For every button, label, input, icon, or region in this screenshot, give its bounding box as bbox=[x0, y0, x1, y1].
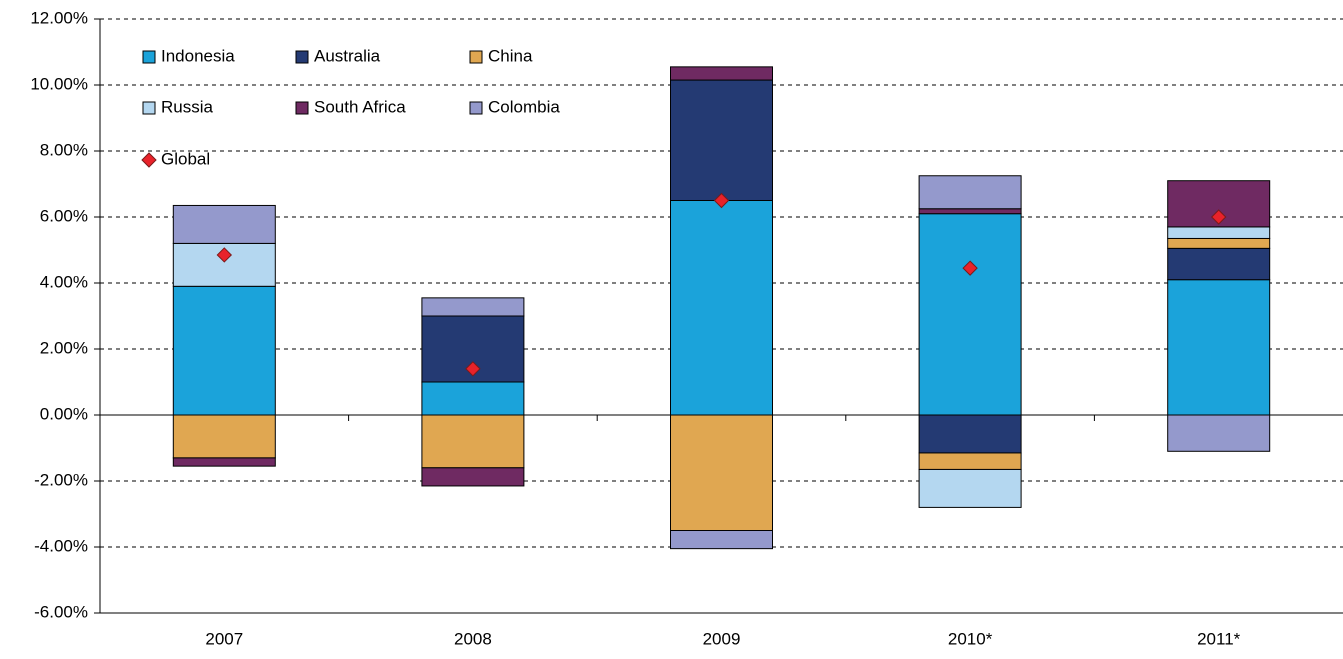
y-tick-label: 12.00% bbox=[30, 8, 88, 27]
legend-swatch bbox=[142, 50, 156, 64]
bar-segment bbox=[918, 213, 1022, 416]
bar-segment bbox=[421, 297, 525, 317]
bar-segment bbox=[1167, 226, 1271, 239]
bar-segment bbox=[670, 79, 773, 201]
y-tick-label: -2.00% bbox=[34, 470, 88, 489]
legend-label: China bbox=[488, 46, 533, 65]
bar-segment bbox=[918, 468, 1022, 508]
y-tick-label: 2.00% bbox=[40, 338, 88, 357]
bar-segment bbox=[918, 175, 1022, 210]
global-marker bbox=[713, 192, 730, 209]
legend-swatch bbox=[469, 101, 483, 115]
x-tick-label: 2011* bbox=[1197, 629, 1241, 648]
y-tick-label: 6.00% bbox=[40, 206, 88, 225]
x-tick-label: 2009 bbox=[703, 629, 741, 648]
y-tick-label: 10.00% bbox=[30, 74, 88, 93]
y-tick-label: 8.00% bbox=[40, 140, 88, 159]
global-marker bbox=[962, 260, 978, 276]
x-tick-label: 2008 bbox=[454, 629, 492, 648]
bar-segment bbox=[1167, 279, 1271, 416]
bar-segment bbox=[172, 414, 276, 459]
bar-segment bbox=[670, 66, 773, 81]
bar-segment bbox=[670, 200, 773, 416]
bar-segment bbox=[421, 467, 525, 487]
bar-segment bbox=[918, 414, 1022, 454]
y-tick-label: 4.00% bbox=[40, 272, 88, 291]
legend-label: Australia bbox=[314, 46, 381, 65]
x-tick-label: 2010* bbox=[948, 629, 993, 648]
legend-swatch bbox=[295, 50, 309, 64]
bar-segment bbox=[172, 457, 276, 467]
bar-segment bbox=[670, 530, 773, 550]
bar-segment bbox=[172, 285, 276, 416]
legend-swatch bbox=[469, 50, 483, 64]
bar-segment bbox=[1167, 237, 1271, 249]
legend-marker bbox=[141, 152, 157, 168]
legend-label: Colombia bbox=[488, 97, 560, 116]
y-tick-label: -4.00% bbox=[34, 536, 88, 555]
bar-segment bbox=[421, 381, 525, 416]
legend-label: South Africa bbox=[314, 97, 406, 116]
y-tick-label: 0.00% bbox=[40, 404, 88, 423]
legend-label: Russia bbox=[161, 97, 214, 116]
bar-segment bbox=[918, 208, 1022, 215]
global-marker bbox=[216, 247, 233, 263]
legend-swatch bbox=[142, 101, 156, 115]
global-marker bbox=[1210, 209, 1227, 225]
legend-label: Indonesia bbox=[161, 46, 235, 65]
bar-segment bbox=[918, 452, 1022, 470]
bar-segment bbox=[421, 414, 525, 469]
global-marker bbox=[465, 361, 481, 377]
bar-segment bbox=[670, 414, 773, 531]
legend-swatch bbox=[295, 101, 309, 115]
x-tick-label: 2007 bbox=[205, 629, 243, 648]
bar-segment bbox=[172, 204, 276, 244]
y-tick-label: -6.00% bbox=[34, 602, 88, 621]
legend-label: Global bbox=[161, 149, 210, 168]
bar-segment bbox=[1167, 247, 1271, 281]
bar-segment bbox=[1167, 414, 1271, 452]
